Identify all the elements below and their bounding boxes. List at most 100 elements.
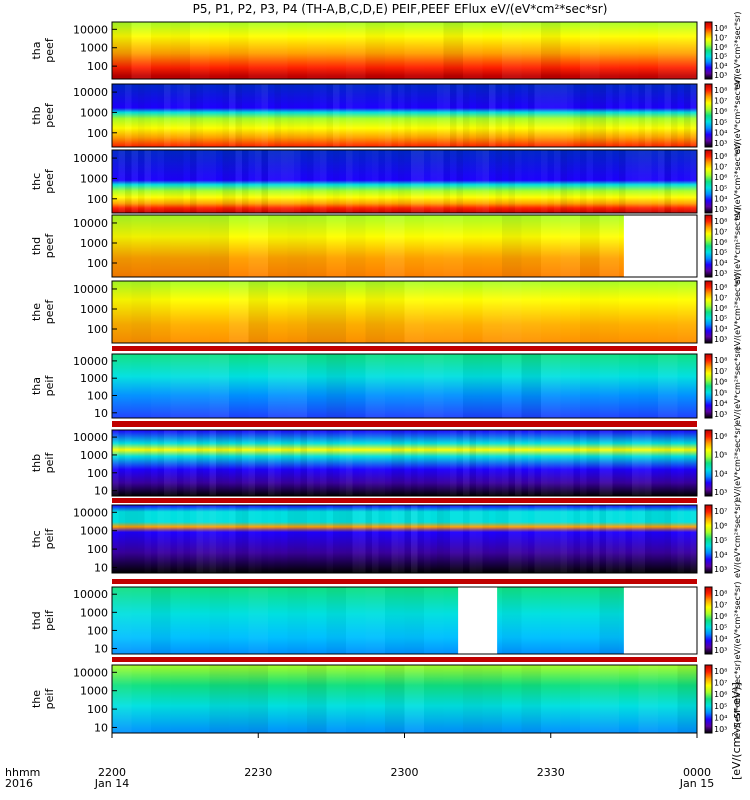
texture-column — [171, 281, 191, 343]
colorbar-tick-label: 10⁶ — [714, 612, 727, 621]
texture-column — [639, 84, 646, 147]
texture-column — [580, 354, 600, 418]
texture-column — [437, 430, 444, 496]
texture-column — [522, 84, 529, 147]
texture-column — [424, 665, 444, 733]
texture-column — [314, 505, 321, 573]
colorbar-label: eV/(eV*cm²*sec*sr) — [733, 581, 742, 659]
texture-column — [327, 150, 334, 213]
texture-column — [365, 430, 372, 496]
texture-column — [333, 505, 340, 573]
spectrogram-texture — [118, 505, 697, 573]
panel-probe-label: tha — [30, 41, 43, 59]
texture-column — [580, 84, 587, 147]
texture-column — [534, 505, 541, 573]
panel-probe-label: the — [30, 303, 43, 321]
colorbar-tick-label: 10⁶ — [714, 378, 727, 387]
colorbar-tick-label: 10⁴ — [714, 469, 727, 478]
texture-column — [365, 354, 385, 418]
texture-column — [131, 505, 138, 573]
texture-column — [222, 150, 229, 213]
colorbar-tick-label: 10³ — [714, 725, 727, 734]
colorbar-the-peif — [704, 664, 713, 734]
panel-product-label: peef — [43, 37, 56, 63]
texture-column — [599, 215, 619, 277]
texture-column — [398, 150, 405, 213]
texture-column — [450, 84, 457, 147]
texture-column — [476, 430, 483, 496]
colorbar-tick-label: 10⁸ — [714, 283, 727, 292]
texture-column — [632, 430, 639, 496]
texture-column — [294, 430, 301, 496]
texture-column — [612, 430, 619, 496]
texture-column — [242, 150, 249, 213]
texture-column — [392, 84, 399, 147]
colorbar-tick-label: 10³ — [714, 488, 727, 497]
texture-column — [248, 215, 268, 277]
texture-column — [125, 430, 132, 496]
texture-column — [112, 215, 132, 277]
colorbar-tha-peif — [704, 353, 713, 419]
colorbar-tick-label: 10⁴ — [714, 713, 727, 722]
texture-column — [560, 150, 567, 213]
colorbar-tick-label: 10⁸ — [714, 152, 727, 161]
texture-column — [645, 84, 652, 147]
panel-product-label: peef — [43, 102, 56, 128]
colorbar-tick-label: 10³ — [714, 269, 727, 278]
texture-column — [177, 84, 184, 147]
texture-column — [599, 505, 606, 573]
texture-column — [112, 665, 132, 733]
texture-column — [619, 281, 639, 343]
texture-column — [229, 281, 249, 343]
texture-column — [632, 84, 639, 147]
texture-column — [177, 430, 184, 496]
texture-column — [489, 430, 496, 496]
texture-column — [365, 587, 385, 654]
texture-column — [626, 430, 633, 496]
texture-column — [131, 150, 138, 213]
texture-column — [444, 281, 464, 343]
texture-column — [249, 22, 269, 79]
texture-column — [320, 84, 327, 147]
texture-column — [508, 84, 515, 147]
texture-column — [314, 430, 321, 496]
mode-strip — [112, 346, 697, 351]
texture-column — [242, 505, 249, 573]
texture-column — [677, 505, 684, 573]
texture-column — [333, 430, 340, 496]
texture-column — [307, 430, 314, 496]
texture-column — [385, 430, 392, 496]
texture-column — [482, 281, 502, 343]
colorbar-the-peef — [704, 280, 713, 344]
x-tick-hhmm: 2330 — [537, 766, 565, 779]
y-tick-label: 10000 — [73, 506, 108, 519]
texture-column — [645, 150, 652, 213]
texture-column — [216, 505, 223, 573]
texture-column — [638, 150, 645, 213]
texture-column — [678, 84, 685, 147]
texture-column — [463, 354, 483, 418]
texture-column — [125, 505, 132, 573]
y-tick-label: 10000 — [73, 283, 108, 296]
spectrogram-texture — [112, 587, 658, 654]
texture-column — [294, 150, 301, 213]
spectrogram-texture — [112, 215, 678, 277]
texture-column — [547, 84, 554, 147]
texture-column — [645, 505, 652, 573]
colorbar-tick-label: 10⁷ — [714, 367, 727, 376]
texture-column — [658, 150, 665, 213]
y-tick-label: 1000 — [80, 372, 108, 385]
texture-column — [132, 354, 152, 418]
texture-column — [372, 430, 379, 496]
texture-column — [118, 505, 125, 573]
texture-column — [372, 505, 379, 573]
colorbar-label: eV/(eV*cm²*sec*sr) — [733, 11, 742, 89]
texture-column — [638, 430, 645, 496]
texture-column — [411, 505, 418, 573]
texture-column — [398, 84, 405, 147]
texture-column — [242, 84, 249, 147]
colorbar-tick-label: 10⁷ — [714, 227, 727, 236]
spectrogram-texture — [118, 150, 697, 213]
texture-column — [268, 215, 288, 277]
